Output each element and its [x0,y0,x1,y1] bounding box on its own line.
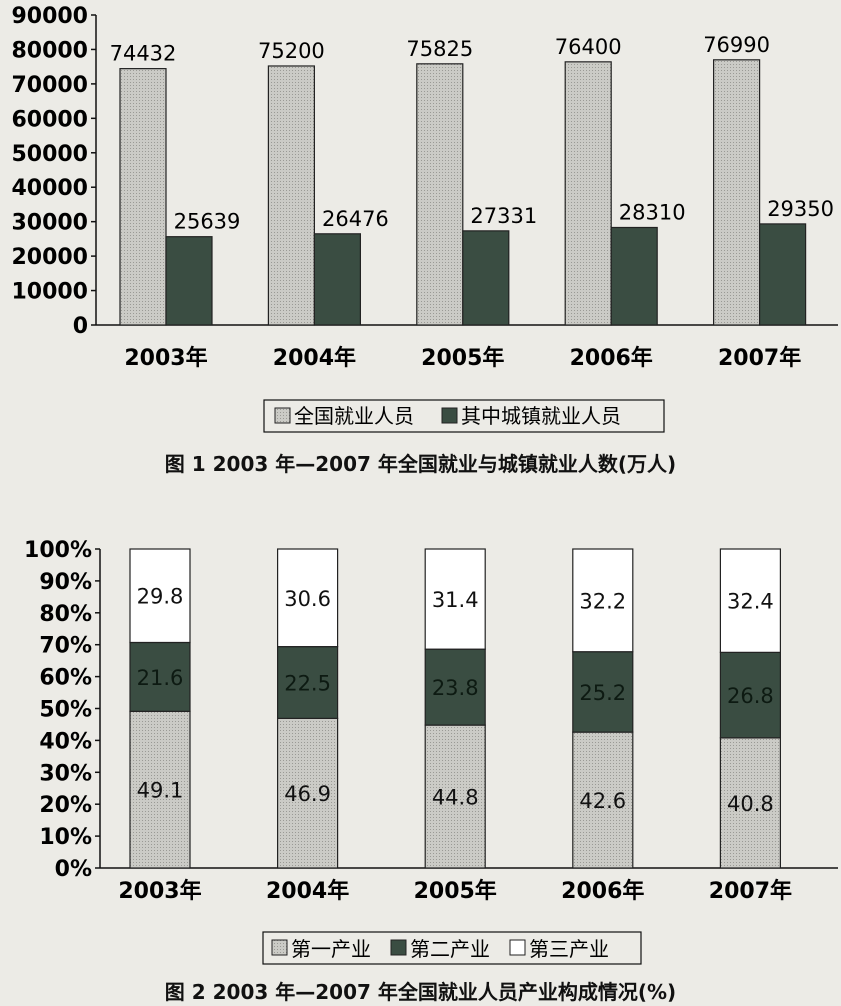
bar-total [267,65,315,326]
y-tick-label: 60000 [11,107,88,132]
legend-swatch [509,939,526,956]
legend-swatch [441,407,458,424]
y-tick-label: 80% [39,602,92,627]
segment-primary [424,724,486,869]
y-tick-label: 90000 [11,4,88,29]
data-label: 31.4 [432,588,479,612]
bar-total [119,68,167,326]
x-tick-label: 2007年 [718,345,801,371]
bar-urban [758,223,807,326]
data-label: 76990 [703,33,770,57]
data-label: 74432 [110,42,177,66]
segment-secondary [572,651,634,733]
data-label: 75200 [258,39,325,63]
bar-total [712,59,761,326]
data-label: 40.8 [727,792,774,816]
legend: 全国就业人员 其中城镇就业人员 [263,399,665,433]
data-label: 21.6 [137,666,184,690]
segment-primary [572,731,634,869]
data-label: 46.9 [284,782,331,806]
legend-swatch [274,407,291,424]
data-label: 25.2 [579,681,626,705]
bar-urban [165,236,213,326]
legend-swatch [390,939,407,956]
x-tick-label: 2005年 [414,878,497,904]
data-label: 28310 [619,200,686,224]
y-tick-label: 40000 [11,176,88,201]
y-tick-label: 30000 [11,211,88,236]
y-tick-label: 0% [55,857,92,882]
chart-title-2: 图 2 2003 年—2007 年全国就业人员产业构成情况(%) [164,980,677,1004]
x-tick-label: 2004年 [266,878,349,904]
legend-label: 其中城镇就业人员 [461,404,621,428]
data-label: 26.8 [727,684,774,708]
legend-label: 第三产业 [529,937,609,961]
legend-label: 第二产业 [410,937,490,961]
segment-primary [277,717,339,869]
segment-tertiary [277,548,339,648]
x-tick-label: 2006年 [561,878,644,904]
x-tick-label: 2004年 [273,345,356,371]
y-tick-label: 10000 [11,280,88,305]
data-label: 29.8 [137,585,184,609]
y-tick-label: 70% [39,634,92,659]
segment-secondary [424,648,486,726]
segment-tertiary [424,548,486,650]
data-label: 42.6 [579,789,626,813]
legend-box [262,931,642,965]
data-label: 22.5 [284,672,331,696]
bar-urban [313,233,361,326]
segment-secondary [129,641,191,712]
segment-secondary [277,646,339,719]
y-tick-label: 40% [39,729,92,754]
y-tick-label: 50000 [11,142,88,167]
legend-swatch [271,939,288,956]
segment-primary [719,737,782,869]
data-label: 49.1 [137,779,184,803]
data-label: 32.4 [727,590,774,614]
y-tick-label: 70000 [11,73,88,98]
chart-title-1: 图 1 2003 年—2007 年全国就业与城镇就业人数(万人) [164,452,677,476]
y-tick-label: 50% [39,698,92,723]
data-label: 76400 [555,35,622,59]
y-tick-label: 0 [73,314,88,339]
data-label: 30.6 [284,587,331,611]
y-tick-label: 30% [39,761,92,786]
data-label: 23.8 [432,676,479,700]
y-tick-label: 10% [39,825,92,850]
y-tick-label: 90% [39,570,92,595]
bar-total [416,63,464,326]
y-tick-label: 100% [24,538,92,563]
data-label: 29350 [767,197,834,221]
legend-label: 全国就业人员 [294,404,414,428]
bar-total [564,61,612,326]
y-tick-label: 60% [39,666,92,691]
legend: 第一产业 第二产业 第三产业 [262,931,642,965]
data-label: 75825 [406,37,473,61]
y-tick-label: 20000 [11,245,88,270]
legend-box [263,399,665,433]
x-tick-label: 2003年 [118,878,201,904]
segment-tertiary [129,548,191,644]
data-label: 32.2 [579,589,626,613]
chart-employment-counts: 0 10000 20000 30000 40000 50000 60000 70000 8000… [11,4,838,433]
data-label: 25639 [174,210,241,234]
legend-label: 第一产业 [291,937,371,961]
y-tick-label: 80000 [11,38,88,63]
data-label: 27331 [470,204,537,228]
segment-tertiary [572,548,634,653]
data-label: 44.8 [432,786,479,810]
data-label: 26476 [322,207,389,231]
bar-urban [610,226,658,326]
x-tick-label: 2003年 [124,345,207,371]
x-tick-label: 2005年 [421,345,504,371]
bar-urban [462,230,510,326]
segment-tertiary [719,548,782,653]
x-tick-label: 2007年 [709,878,792,904]
x-tick-label: 2006年 [570,345,653,371]
y-tick-label: 20% [39,793,92,818]
segment-secondary [719,651,782,739]
